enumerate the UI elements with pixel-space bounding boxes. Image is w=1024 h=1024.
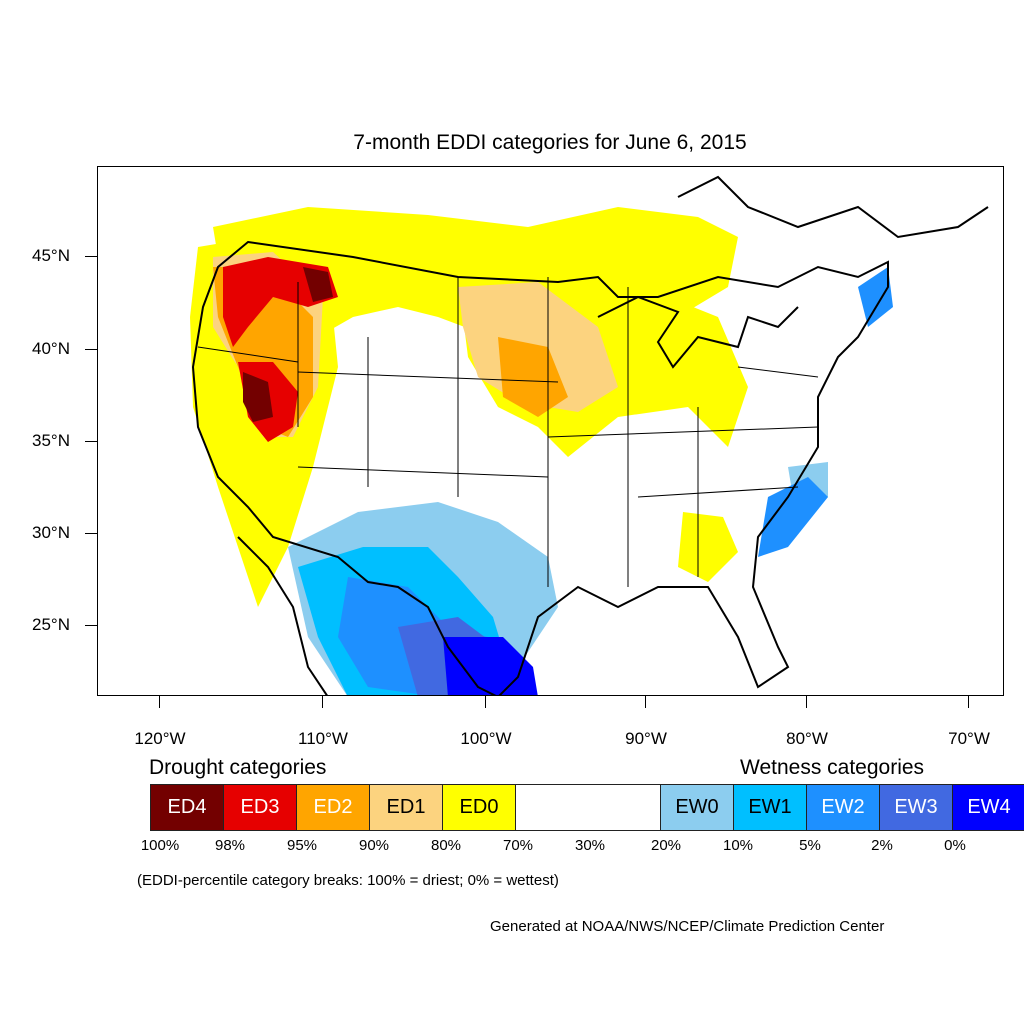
legend-box-ew1: EW1 [734, 785, 807, 830]
legend-box-ew3: EW3 [880, 785, 953, 830]
legend-box-ed3: ED3 [224, 785, 297, 830]
wetness-heading: Wetness categories [740, 756, 925, 779]
lon-label-110: 110°W [298, 729, 348, 748]
lon-label-100: 100°W [460, 729, 512, 748]
break-label: 2% [871, 837, 893, 854]
lat-label-40: 40°N [32, 339, 70, 358]
break-label: 5% [799, 837, 821, 854]
drought-areas [190, 207, 748, 607]
lon-tick [806, 696, 807, 708]
break-label: 0% [944, 837, 966, 854]
legend-box-ew0: EW0 [661, 785, 734, 830]
ed4-idaho [303, 267, 333, 302]
break-label: 20% [650, 837, 682, 854]
boundaries [191, 175, 989, 695]
break-label: 90% [358, 837, 390, 854]
lat-tick [85, 533, 97, 534]
lon-tick [485, 696, 486, 708]
ew2-east [758, 477, 828, 557]
legend-box-ew2: EW2 [807, 785, 880, 830]
break-label: 30% [574, 837, 606, 854]
legend-box-neutral [516, 785, 661, 830]
legend-box-ew4: EW4 [953, 785, 1024, 830]
mexico-baja [237, 536, 328, 695]
legend-box-ed1: ED1 [370, 785, 443, 830]
break-label: 80% [430, 837, 462, 854]
great-lakes [597, 295, 799, 369]
lon-tick [159, 696, 160, 708]
break-label: 70% [502, 837, 534, 854]
map-title: 7-month EDDI categories for June 6, 2015 [353, 131, 747, 154]
lat-label-25: 25°N [32, 615, 70, 634]
lon-label-80: 80°W [786, 729, 828, 748]
lat-label-35: 35°N [32, 431, 70, 450]
lat-label-30: 30°N [32, 523, 70, 542]
legend-box-ed4: ED4 [151, 785, 224, 830]
drought-heading: Drought categories [149, 756, 327, 779]
legend-color-bar: ED4 ED3 ED2 ED1 ED0 EW0 EW1 EW2 EW3 EW4 [150, 784, 1024, 831]
credit-text: Generated at NOAA/NWS/NCEP/Climate Predi… [490, 918, 885, 935]
lon-label-120: 120°W [134, 729, 186, 748]
ed4-nevada [243, 372, 273, 422]
map-frame [97, 166, 1004, 696]
legend-box-ed0: ED0 [443, 785, 516, 830]
lon-label-70: 70°W [948, 729, 990, 748]
lat-tick [85, 349, 97, 350]
state-borders [197, 277, 819, 587]
break-label: 100% [140, 837, 180, 854]
ed2-plains [498, 337, 568, 417]
ed0-southeast [678, 512, 738, 582]
legend-note: (EDDI-percentile category breaks: 100% =… [137, 872, 559, 889]
lon-tick [968, 696, 969, 708]
legend-box-ed2: ED2 [297, 785, 370, 830]
canada-coast [677, 175, 989, 239]
lat-tick [85, 441, 97, 442]
break-label: 95% [286, 837, 318, 854]
lat-label-45: 45°N [32, 246, 70, 265]
break-label: 10% [722, 837, 754, 854]
lon-tick [645, 696, 646, 708]
lon-label-90: 90°W [625, 729, 667, 748]
lat-tick [85, 625, 97, 626]
us-outline [191, 240, 889, 695]
lon-tick [322, 696, 323, 708]
eddi-map [190, 175, 989, 695]
lat-tick [85, 256, 97, 257]
break-label: 98% [214, 837, 246, 854]
ew2-northeast [858, 267, 893, 327]
